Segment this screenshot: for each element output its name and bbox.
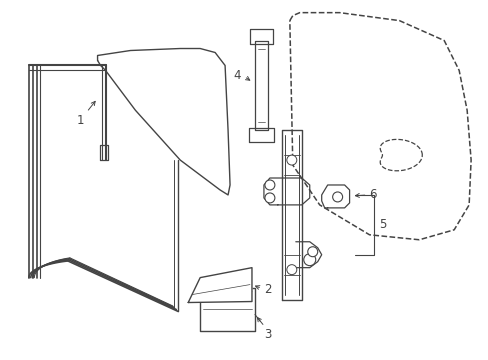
Text: 3: 3	[264, 328, 271, 341]
Text: 5: 5	[378, 218, 386, 231]
Circle shape	[307, 247, 317, 257]
Circle shape	[286, 155, 296, 165]
Circle shape	[303, 254, 315, 266]
Circle shape	[264, 180, 274, 190]
Circle shape	[286, 265, 296, 275]
Text: 6: 6	[369, 188, 376, 202]
Circle shape	[264, 193, 274, 203]
Circle shape	[332, 192, 342, 202]
Text: 2: 2	[264, 283, 271, 296]
Text: 1: 1	[77, 114, 84, 127]
Text: 4: 4	[233, 69, 240, 82]
Polygon shape	[188, 268, 251, 302]
